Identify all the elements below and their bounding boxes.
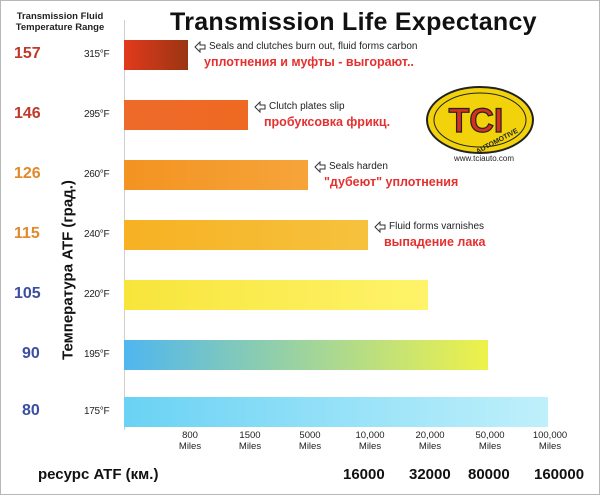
bar-annotation: Seals harden [314,158,388,176]
x-tick-label: 20,000 Miles [415,430,445,452]
row-fahrenheit: 260°F [84,169,110,180]
logo-text: TCI [449,102,504,140]
x-tick-label: 1500 Miles [238,430,262,452]
annotation-en: Seals harden [329,161,388,173]
row-celsius: 80 [22,402,40,419]
row-fahrenheit: 175°F [84,406,110,417]
bar [124,340,488,370]
row-fahrenheit: 295°F [84,109,110,120]
km-label: 80000 [468,466,510,483]
logo-url: www.tciauto.com [453,154,514,163]
km-label: 16000 [343,466,385,483]
left-arrow-icon [194,40,206,53]
annotation-en: Clutch plates slip [269,101,345,113]
left-arrow-icon [254,100,266,113]
bar-annotation: Seals and clutches burn out, fluid forms… [194,38,417,56]
row-fahrenheit: 195°F [84,349,110,360]
row-celsius: 126 [14,165,41,182]
x-tick-label: 800 Miles [178,430,202,452]
bar [124,220,368,250]
bar [124,40,188,70]
annotation-en: Seals and clutches burn out, fluid forms… [209,41,418,53]
row-fahrenheit: 315°F [84,49,110,60]
row-celsius: 146 [14,105,41,122]
bar [124,160,308,190]
km-label: 160000 [534,466,585,483]
row-header: Transmission Fluid Temperature Range [15,11,105,33]
annotation-ru: уплотнения и муфты - выгорают.. [204,55,414,69]
x-tick-label: 100,000 Miles [532,430,568,452]
row-celsius: 157 [14,45,41,62]
x-tick-label: 10,000 Miles [355,430,385,452]
bar [124,280,428,310]
bar [124,100,248,130]
row-celsius: 90 [22,345,40,362]
row-celsius: 105 [14,285,41,302]
y-axis-label: Температура ATF (град.) [59,180,77,360]
row-fahrenheit: 220°F [84,289,110,300]
annotation-en: Fluid forms varnishes [389,221,485,233]
row-celsius: 115 [14,225,40,242]
tci-logo: TCI AUTOMOTIVE www.tciauto.com [426,86,534,163]
annotation-ru: пробуксовка фрикц. [264,115,391,129]
bar [124,397,548,427]
annotation-ru: выпадение лака [384,235,486,249]
x-tick-label: 50,000 Miles [475,430,505,452]
bar-annotation: Clutch plates slip [254,98,345,116]
left-arrow-icon [374,220,386,233]
chart-title: Transmission Life Expectancy [170,8,537,36]
annotation-ru: "дубеют" уплотнения [324,175,459,189]
x-axis-label: ресурс ATF (км.) [38,466,159,483]
bar-annotation: Fluid forms varnishes [374,218,484,236]
x-tick-label: 5000 Miles [298,430,322,452]
left-arrow-icon [314,160,326,173]
km-label: 32000 [409,466,451,483]
row-fahrenheit: 240°F [84,229,110,240]
